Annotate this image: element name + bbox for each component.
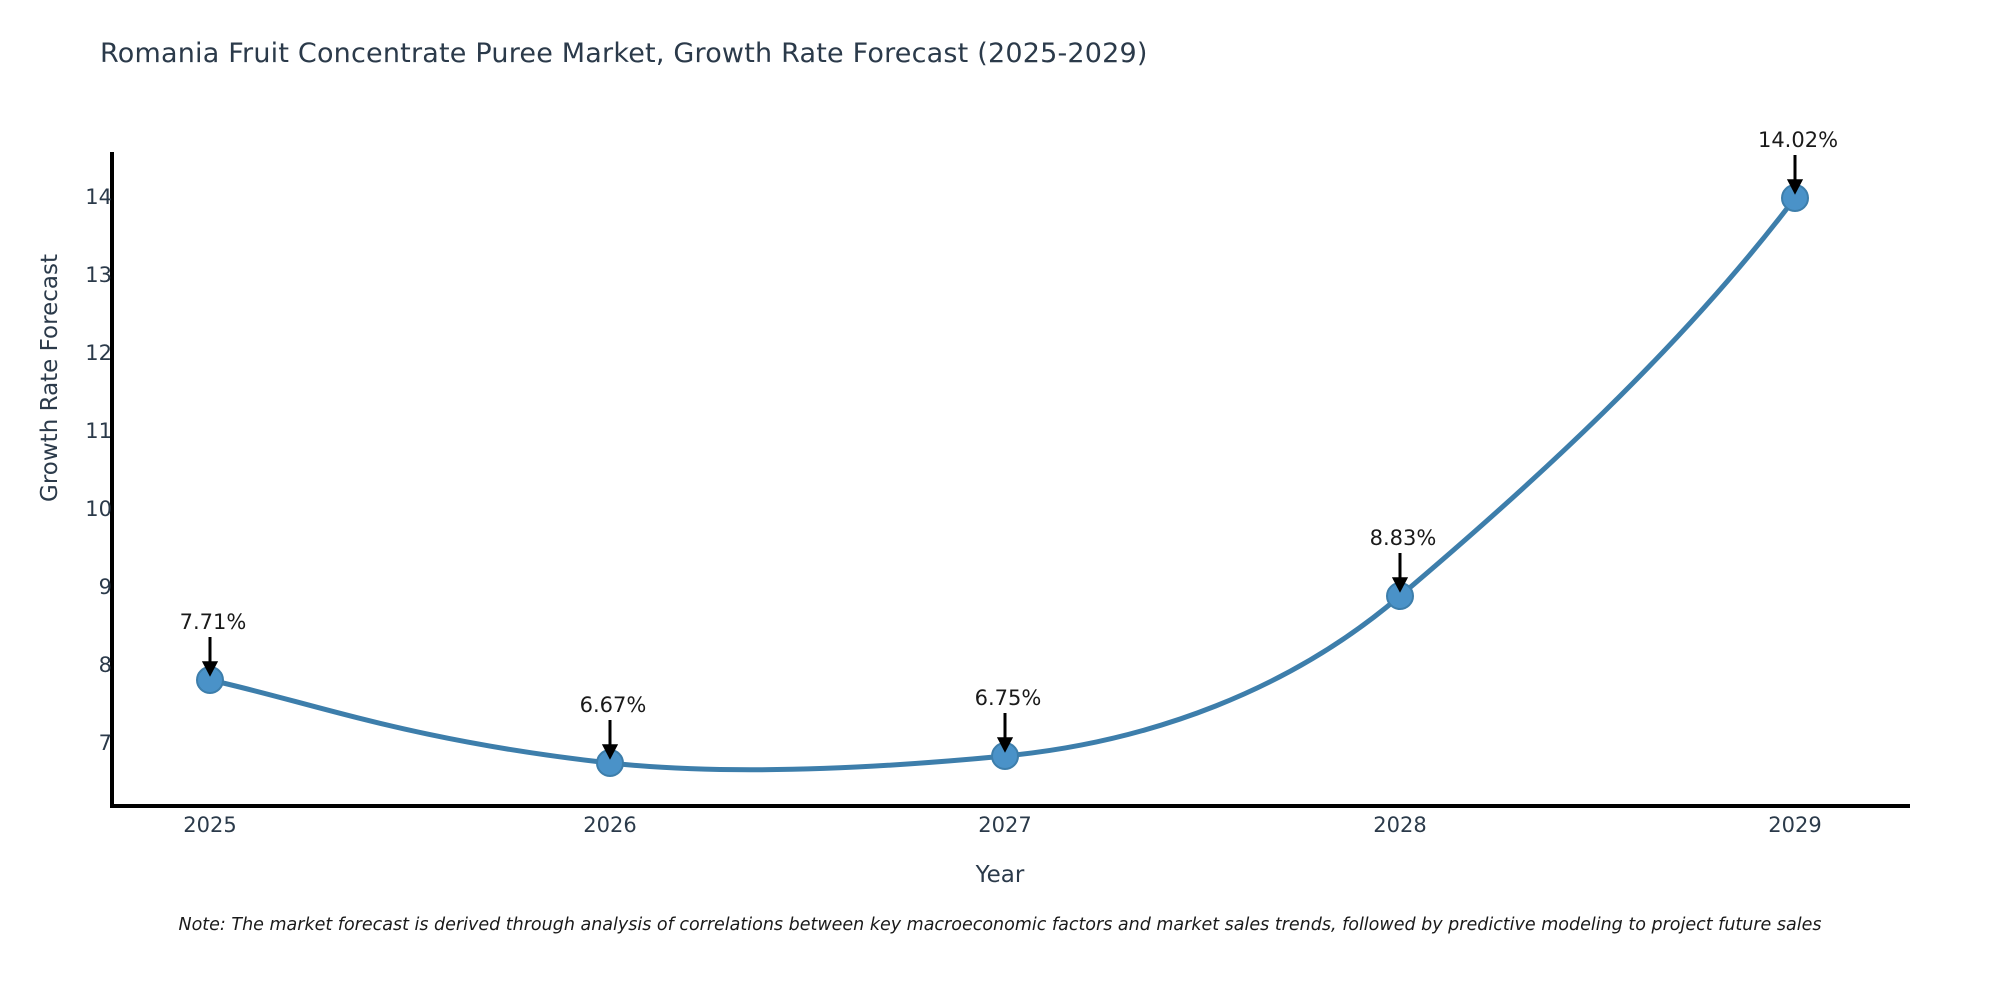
point-value-label: 6.75% [974, 686, 1042, 710]
data-point-marker[interactable] [1781, 184, 1809, 212]
x-axis-title: Year [975, 862, 1025, 888]
y-tick-label: 13 [85, 263, 112, 287]
y-tick-label: 12 [85, 341, 112, 365]
x-tick-label: 2029 [1768, 813, 1822, 837]
y-tick-label: 7 [98, 731, 112, 755]
x-tick-label: 2025 [183, 813, 237, 837]
chart-footnote: Note: The market forecast is derived thr… [178, 915, 1822, 935]
x-tick-label: 2028 [1373, 813, 1427, 837]
y-tick-label: 11 [85, 419, 112, 443]
y-tick-label: 10 [85, 497, 112, 521]
x-tick-label: 2027 [978, 813, 1032, 837]
point-value-label: 8.83% [1369, 526, 1437, 550]
y-tick-label: 8 [98, 653, 112, 677]
data-point-marker[interactable] [991, 742, 1019, 770]
y-tick-label: 9 [98, 575, 112, 599]
data-series-line [207, 195, 1798, 773]
data-point-marker[interactable] [196, 666, 224, 694]
y-tick-label: 14 [85, 185, 112, 209]
point-value-label: 6.67% [579, 693, 647, 717]
point-value-label: 7.71% [179, 610, 247, 634]
point-value-label: 14.02% [1757, 128, 1839, 152]
data-point-marker[interactable] [596, 749, 624, 777]
x-tick-label: 2026 [583, 813, 637, 837]
data-point-marker[interactable] [1386, 582, 1414, 610]
chart-title: Romania Fruit Concentrate Puree Market, … [100, 38, 1148, 69]
